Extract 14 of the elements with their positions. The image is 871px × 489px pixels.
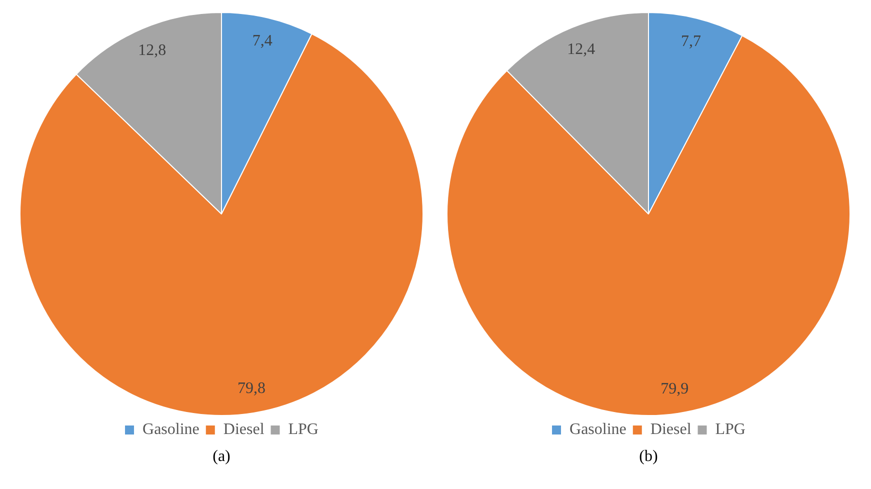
data-label: 12,4 [567, 41, 596, 58]
text: (b) [638, 448, 659, 466]
legend-label: Gasoline [142, 421, 200, 438]
legend-label: Gasoline [570, 421, 626, 438]
legend-label: LPG [715, 421, 746, 438]
data-label: 7,4 [252, 32, 272, 50]
data-label: 12,8 [138, 42, 166, 60]
legend-label: Diesel [650, 421, 692, 438]
legend-label: Diesel [223, 421, 265, 438]
data-label: 79,8 [237, 380, 266, 397]
data-label: 79,9 [660, 380, 689, 398]
legend-label: LPG [288, 421, 319, 438]
data-label: 7,7 [680, 33, 701, 50]
text: (a) [212, 448, 232, 466]
